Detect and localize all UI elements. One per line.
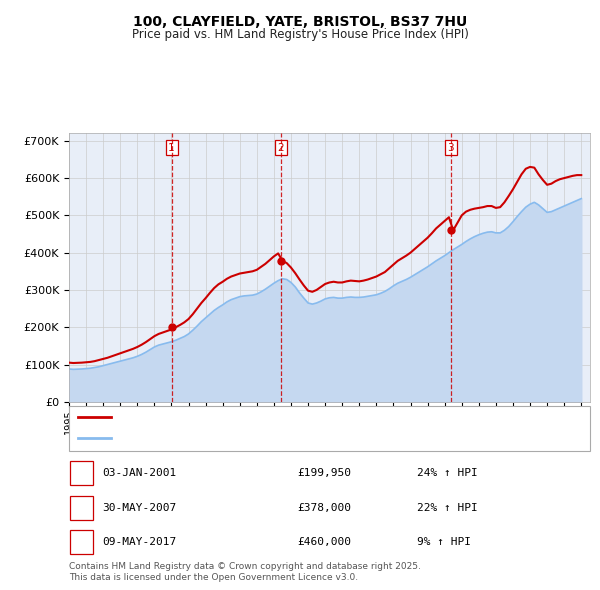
Text: Contains HM Land Registry data © Crown copyright and database right 2025.
This d: Contains HM Land Registry data © Crown c… <box>69 562 421 582</box>
Text: 1: 1 <box>169 143 175 153</box>
Text: 22% ↑ HPI: 22% ↑ HPI <box>417 503 478 513</box>
Text: £460,000: £460,000 <box>297 537 351 547</box>
Text: 2: 2 <box>78 503 85 513</box>
Text: 3: 3 <box>448 143 454 153</box>
Text: £199,950: £199,950 <box>297 468 351 478</box>
Text: 09-MAY-2017: 09-MAY-2017 <box>102 537 176 547</box>
Text: 24% ↑ HPI: 24% ↑ HPI <box>417 468 478 478</box>
Text: 1: 1 <box>78 468 85 478</box>
Text: 9% ↑ HPI: 9% ↑ HPI <box>417 537 471 547</box>
Text: Price paid vs. HM Land Registry's House Price Index (HPI): Price paid vs. HM Land Registry's House … <box>131 28 469 41</box>
Text: 3: 3 <box>78 537 85 547</box>
Text: 100, CLAYFIELD, YATE, BRISTOL, BS37 7HU (detached house): 100, CLAYFIELD, YATE, BRISTOL, BS37 7HU … <box>117 411 434 421</box>
Text: 100, CLAYFIELD, YATE, BRISTOL, BS37 7HU: 100, CLAYFIELD, YATE, BRISTOL, BS37 7HU <box>133 15 467 29</box>
Text: 30-MAY-2007: 30-MAY-2007 <box>102 503 176 513</box>
Text: 03-JAN-2001: 03-JAN-2001 <box>102 468 176 478</box>
Text: HPI: Average price, detached house, South Gloucestershire: HPI: Average price, detached house, Sout… <box>117 433 426 443</box>
Text: 2: 2 <box>278 143 284 153</box>
Text: £378,000: £378,000 <box>297 503 351 513</box>
